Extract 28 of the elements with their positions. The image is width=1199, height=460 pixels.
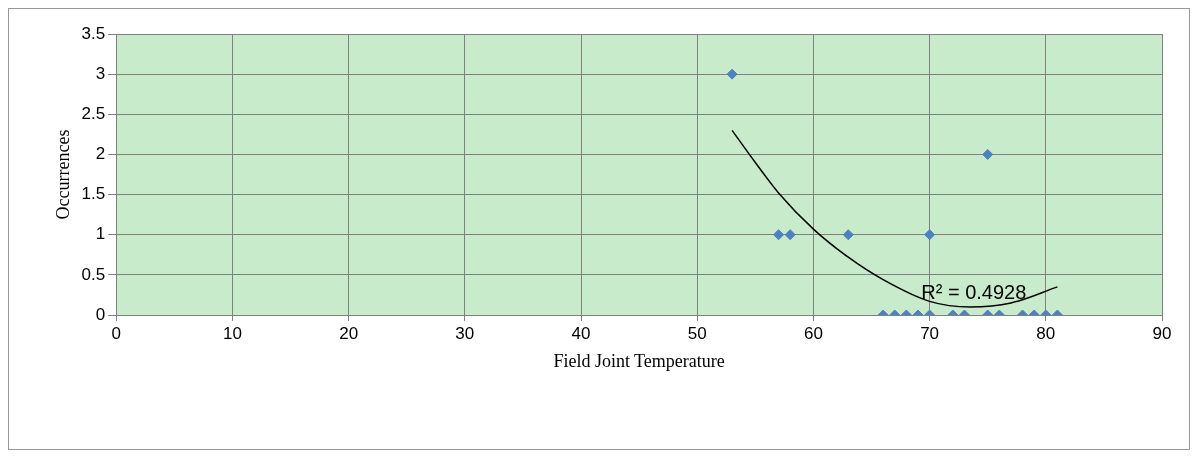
x-tick-label: 20 bbox=[339, 323, 359, 343]
point bbox=[924, 229, 936, 241]
y-tick-label: 1 bbox=[95, 224, 106, 244]
point bbox=[773, 229, 785, 241]
annotation: R² = 0.4928 bbox=[921, 280, 1027, 303]
y-tick-label: 0.5 bbox=[81, 264, 106, 284]
point bbox=[982, 148, 994, 160]
x-tick-label: 80 bbox=[1036, 323, 1056, 343]
y-tick-label: 3 bbox=[95, 63, 106, 83]
y-tick-label: 2.5 bbox=[81, 103, 106, 123]
y-tick-label: 0 bbox=[95, 304, 106, 324]
point bbox=[784, 229, 796, 241]
line-series bbox=[731, 129, 1059, 308]
x-tick-label: 0 bbox=[111, 323, 121, 343]
x-tick-label: 30 bbox=[455, 323, 475, 343]
x-tick-label: 10 bbox=[222, 323, 242, 343]
point bbox=[842, 229, 854, 241]
x-tick-label: 40 bbox=[571, 323, 591, 343]
x-tick-label: 60 bbox=[803, 323, 823, 343]
x-axis-title: Field Joint Temperature bbox=[553, 350, 725, 371]
y-axis-title: Occurrences bbox=[52, 129, 73, 220]
x-tick-label: 70 bbox=[920, 323, 940, 343]
point bbox=[726, 68, 738, 80]
y-tick-label: 3.5 bbox=[81, 23, 106, 43]
y-tick-label: 2 bbox=[95, 144, 106, 164]
x-tick-label: 50 bbox=[687, 323, 707, 343]
x-tick-label: 90 bbox=[1152, 323, 1172, 343]
y-tick-label: 1.5 bbox=[81, 184, 106, 204]
